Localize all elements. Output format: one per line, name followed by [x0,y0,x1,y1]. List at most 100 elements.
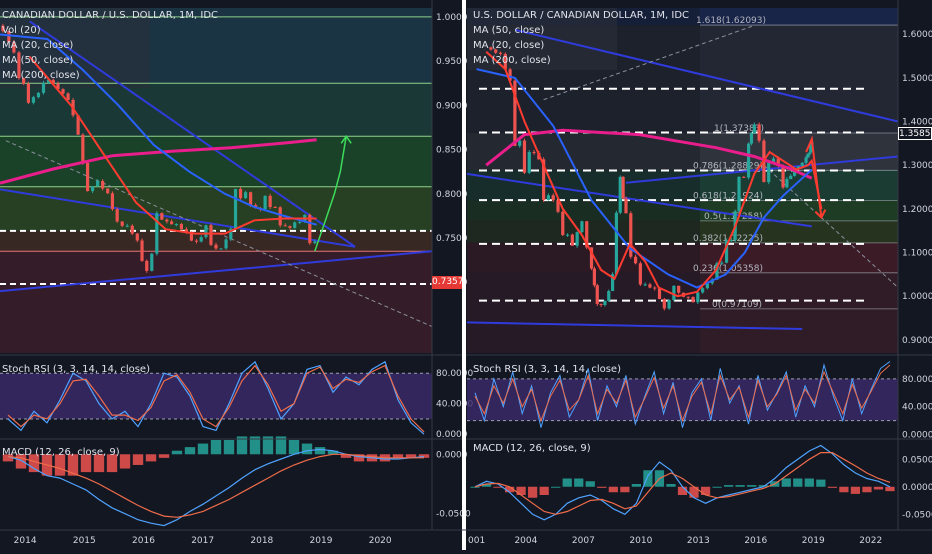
left-macd-hist-bar [340,454,352,458]
left-candle [91,186,95,192]
right-candle [589,247,594,269]
right-legend-ma50[interactable]: MA (50, close) [473,25,545,36]
right-candle [638,263,642,285]
left-macd-hist-bar [93,454,105,473]
right-macd-hist-bar [643,470,653,487]
right-fib-zone [700,220,898,243]
right-candle [494,49,498,53]
right-candle [513,80,517,146]
right-candle [653,287,657,289]
right-candle [686,296,690,298]
left-legend-vol[interactable]: Vol (20) [2,25,41,36]
left-legend-ma20[interactable]: MA (20, close) [2,40,74,51]
right-candle [648,284,652,288]
left-candle [179,224,183,230]
left-price-tick: 0.9000 [436,101,468,111]
right-macd-hist-bar [585,481,595,487]
left-legend: CANADIAN DOLLAR / U.S. DOLLAR, 1M, IDC V… [2,8,218,83]
right-candle [696,292,700,303]
right-price-tick: 1.10000 [902,249,932,259]
right-fib-diagonal [543,25,755,101]
left-candle [106,188,110,194]
left-macd-line [7,448,425,527]
right-macd-hist-bar [747,485,757,487]
right-projection-arrowhead [814,209,827,220]
left-macd-hist-bar [197,443,209,455]
left-candle [189,231,194,241]
right-date-tick: 2013 [687,536,710,546]
right-date-tick: 2022 [859,536,882,546]
left-macd-hist-bar [80,454,92,473]
left-candle [174,224,178,226]
left-date-tick: 2016 [132,536,155,546]
right-candle [580,221,584,233]
right-fib-zone [700,170,898,201]
right-date-tick: 2007 [572,536,595,546]
right-candle [785,179,789,188]
left-candle [160,213,164,220]
right-candle [610,274,615,292]
left-legend-ma200[interactable]: MA (200, close) [2,70,80,81]
right-candle [565,234,570,236]
right-fib-zone [700,272,898,353]
left-macd-signal-line [7,453,424,518]
left-projection-arrowhead [340,134,352,144]
right-fib-label: 0.5(1.17258) [704,212,763,222]
left-price-tick: 1.0000 [436,13,468,23]
left-candle [76,115,80,135]
right-candle [607,291,611,301]
right-candle [561,211,565,235]
left-candle [130,225,134,234]
right-candle [585,221,589,248]
left-candle [238,188,243,199]
right-legend-box [467,8,617,70]
right-macd-tick: -0.0500 [902,510,932,520]
right-legend: U.S. DOLLAR / CANADIAN DOLLAR, 1M, IDC M… [473,8,689,68]
right-candle [603,300,607,305]
right-ma50-line [476,68,813,289]
right-date-tick: 2016 [744,536,767,546]
left-date-tick: 2018 [250,536,273,546]
left-candle [140,240,144,261]
left-legend-ma50[interactable]: MA (50, close) [2,55,74,66]
left-candle [36,92,41,98]
left-candle [209,225,213,245]
right-macd-hist-bar [689,486,699,498]
right-macd-hist-bar [873,486,884,490]
left-macd-hist-bar [314,447,326,455]
left-candle [41,82,46,93]
right-candle [804,157,808,163]
left-candle [308,214,312,244]
left-date-tick: 2020 [369,536,392,546]
left-projection-arrow [314,136,347,252]
right-candle [532,152,536,154]
right-candle [757,124,761,141]
left-legend-box [0,8,150,88]
left-candle [249,192,253,206]
left-candle [224,239,228,249]
left-candle [155,213,159,254]
right-legend-ma20[interactable]: MA (20, close) [473,40,545,51]
right-candle [776,158,780,166]
left-ma50-line [0,33,317,226]
left-price-tick: 0.9500 [436,57,468,67]
right-legend-ma200[interactable]: MA (200, close) [473,55,551,66]
right-stoch-tick: 0.0000 [902,431,932,441]
right-candle [551,195,555,201]
left-candle [283,225,287,227]
left-candle [7,31,11,42]
right-candle [556,200,560,212]
right-fib-label: 0(0.97109) [712,300,762,310]
right-trendline [514,28,899,123]
right-last-price-tag: 1.35859 [898,127,932,140]
right-candle [570,234,574,246]
right-candle [575,232,579,246]
left-zone [0,230,432,252]
right-price-tick: 1.20000 [902,205,932,215]
right-candle [527,152,531,173]
left-ma20-line [28,56,317,235]
left-candle [135,233,139,241]
right-candle [729,239,733,241]
